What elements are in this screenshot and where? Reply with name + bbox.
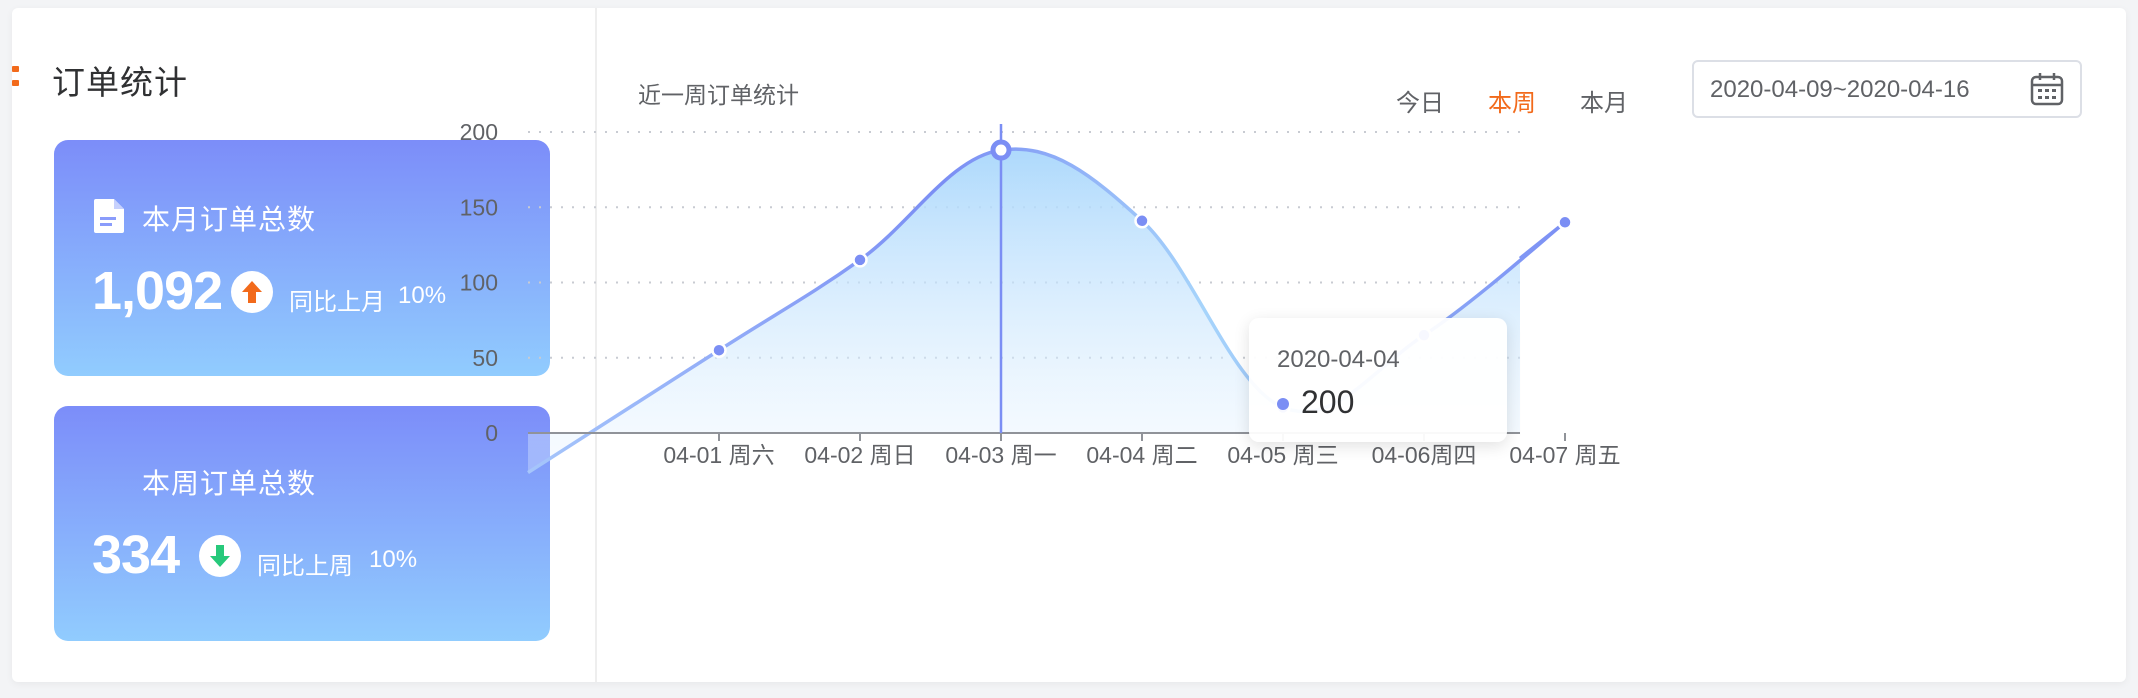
- arrow-up-icon: [231, 271, 273, 313]
- x-tick-label: 04-03 周一: [945, 442, 1056, 468]
- compare-label: 同比上周: [257, 553, 353, 580]
- compare-label: 同比上月: [289, 289, 385, 316]
- data-point[interactable]: [1557, 214, 1573, 231]
- data-point[interactable]: [1134, 213, 1150, 229]
- card-title: 本周订单总数: [142, 468, 317, 499]
- compare-value: 10%: [398, 282, 447, 309]
- arrow-down-icon: [199, 535, 241, 577]
- area-fill: [528, 149, 1569, 473]
- y-tick-label: 100: [460, 270, 498, 296]
- tooltip-series-dot: [1277, 398, 1289, 410]
- tab-today[interactable]: 今日: [1396, 90, 1444, 117]
- chart-tooltip: 2020-04-04 200: [1249, 318, 1507, 442]
- date-range-picker[interactable]: 2020-04-09~2020-04-16: [1692, 60, 2082, 118]
- y-tick-label: 50: [472, 345, 498, 371]
- monthly-orders-card: 本月订单总数 1,092 同比上月 10%: [54, 140, 550, 376]
- summary-section: 订单统计 本月订单总数 1,092 同比上月 10% 本周订单总数 334: [12, 8, 597, 682]
- section-marker: [12, 80, 19, 86]
- y-tick-label: 0: [485, 420, 498, 446]
- document-icon: [94, 199, 124, 233]
- x-tick-label: 04-06周四: [1372, 442, 1477, 468]
- tab-this-week[interactable]: 本周: [1488, 90, 1536, 117]
- data-point[interactable]: [852, 252, 868, 268]
- x-tick-label: 04-02 周日: [804, 442, 915, 468]
- weekly-orders-chart: 0 50 100 150 200 04-01 周六 04-02 周日 04-03 周一 04-…: [460, 119, 1621, 475]
- x-tick-label: 04-05 周三: [1227, 442, 1338, 468]
- x-tick-label: 04-07 周五: [1509, 442, 1620, 468]
- y-tick-label: 200: [460, 119, 498, 145]
- compare-value: 10%: [369, 546, 418, 573]
- card-value: 1,092: [92, 261, 223, 321]
- card-title: 本月订单总数: [142, 204, 317, 235]
- y-tick-label: 150: [460, 194, 498, 220]
- weekly-orders-card: 本周订单总数 334 同比上周 10%: [54, 406, 550, 641]
- chart-title: 近一周订单统计: [638, 82, 799, 108]
- section-marker: [12, 66, 19, 72]
- tab-this-month[interactable]: 本月: [1580, 90, 1628, 117]
- x-tick-label: 04-01 周六: [663, 442, 774, 468]
- tooltip-date: 2020-04-04: [1277, 346, 1400, 373]
- x-tick-label: 04-04 周二: [1086, 442, 1197, 468]
- calendar-icon[interactable]: [2030, 72, 2064, 106]
- card-value: 334: [92, 525, 180, 585]
- tooltip-value: 200: [1301, 384, 1355, 420]
- order-stats-panel: 订单统计 本月订单总数 1,092 同比上月 10% 本周订单总数 334: [12, 8, 2126, 682]
- date-range-value: 2020-04-09~2020-04-16: [1710, 76, 1970, 103]
- section-title: 订单统计: [52, 64, 188, 101]
- highlighted-data-point[interactable]: [990, 139, 1012, 161]
- data-point[interactable]: [711, 342, 727, 358]
